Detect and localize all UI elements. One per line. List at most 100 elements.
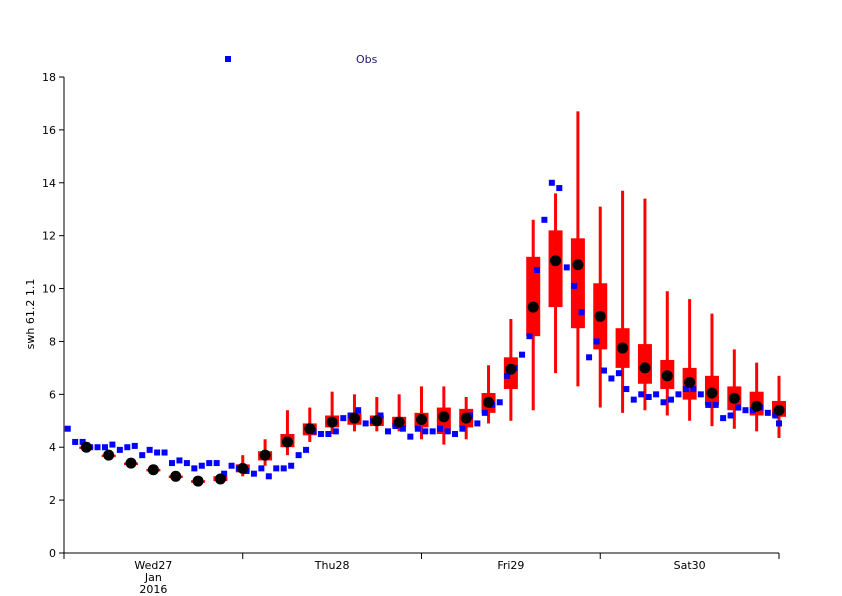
forecast-median <box>192 475 204 487</box>
obs-point <box>183 460 190 467</box>
obs-point <box>608 375 615 382</box>
obs-point <box>600 367 607 374</box>
obs-point <box>533 267 540 274</box>
x-tick-label: 2016 <box>139 583 167 596</box>
obs-point <box>303 446 310 453</box>
obs-point <box>690 386 697 393</box>
obs-point <box>548 179 555 186</box>
y-tick-label: 0 <box>49 547 56 560</box>
obs-point <box>258 465 265 472</box>
obs-point <box>697 391 704 398</box>
obs-point <box>250 470 257 477</box>
obs-point <box>504 372 511 379</box>
forecast-median <box>304 423 316 435</box>
obs-point <box>325 431 332 437</box>
y-axis-title: swh 61.2 1.1 <box>24 279 37 350</box>
obs-point <box>764 409 771 416</box>
forecast-median <box>125 457 137 469</box>
obs-point <box>280 465 287 472</box>
forecast-median <box>259 449 271 461</box>
forecast-median <box>348 412 360 424</box>
obs-point <box>139 452 146 459</box>
forecast-median <box>483 396 495 408</box>
obs-point <box>101 444 108 451</box>
obs-point <box>675 391 682 398</box>
y-axis: 0 2 4 6 8 10 12 14 16 18 <box>42 71 64 560</box>
obs-point <box>362 420 369 427</box>
obs-point <box>615 370 622 377</box>
obs-point <box>459 425 466 432</box>
obs-point <box>720 415 727 422</box>
obs-point <box>206 460 213 467</box>
forecast-median <box>103 449 115 461</box>
legend-obs-marker <box>225 56 231 62</box>
forecast-median <box>214 473 226 485</box>
obs-point <box>273 465 280 472</box>
forecast-median <box>773 404 785 416</box>
forecast-box <box>526 219 541 411</box>
forecast-median <box>527 301 539 313</box>
obs-point <box>735 404 742 411</box>
obs-point <box>541 216 548 223</box>
obs-point <box>705 401 712 408</box>
forecast-median <box>371 415 383 427</box>
forecast-median <box>617 342 629 354</box>
obs-point <box>154 449 161 456</box>
obs-point <box>444 428 451 435</box>
obs-point <box>161 449 168 456</box>
plot-frame <box>63 77 779 554</box>
obs-point <box>191 465 198 472</box>
legend: Obs <box>225 53 378 66</box>
obs-point <box>519 351 526 358</box>
forecast-median <box>281 436 293 448</box>
obs-point <box>295 452 302 459</box>
obs-point <box>131 442 138 449</box>
obs-point <box>452 431 459 437</box>
obs-point <box>556 185 563 192</box>
obs-point <box>124 444 131 451</box>
obs-point <box>422 428 429 435</box>
obs-point <box>377 412 384 419</box>
forecast-median <box>661 370 673 382</box>
forecast-median <box>550 255 562 267</box>
y-tick-label: 10 <box>42 283 56 296</box>
obs-point <box>630 396 637 403</box>
obs-point <box>109 441 116 448</box>
y-tick-label: 12 <box>42 230 56 243</box>
obs-point <box>228 462 235 469</box>
forecast-median <box>684 376 696 388</box>
y-tick-label: 4 <box>49 441 56 454</box>
y-tick-label: 8 <box>49 335 56 348</box>
obs-point <box>437 425 444 432</box>
obs-point <box>586 354 593 361</box>
forecast-median <box>572 259 584 271</box>
forecast-median <box>728 392 740 404</box>
obs-point <box>332 428 339 435</box>
obs-point <box>146 446 153 453</box>
forecast-median <box>147 464 159 476</box>
forecast-median <box>706 387 718 399</box>
obs-point <box>64 425 71 432</box>
obs-point <box>668 396 675 403</box>
obs-point <box>772 412 779 419</box>
obs-point <box>355 407 362 414</box>
obs-point <box>623 386 630 393</box>
y-tick-label: 18 <box>42 71 56 84</box>
forecast-median <box>594 310 606 322</box>
obs-point <box>474 420 481 427</box>
obs-point <box>593 338 600 345</box>
forecast-median <box>751 400 763 412</box>
obs-point <box>317 431 324 437</box>
obs-point <box>94 444 101 451</box>
obs-point <box>682 386 689 393</box>
forecast-median <box>237 462 249 474</box>
obs-point <box>399 425 406 432</box>
y-tick-label: 2 <box>49 494 56 507</box>
obs-point <box>72 438 79 445</box>
obs-point <box>79 438 86 445</box>
obs-point <box>638 391 645 398</box>
legend-obs-label: Obs <box>356 53 378 66</box>
obs-point <box>712 401 719 408</box>
